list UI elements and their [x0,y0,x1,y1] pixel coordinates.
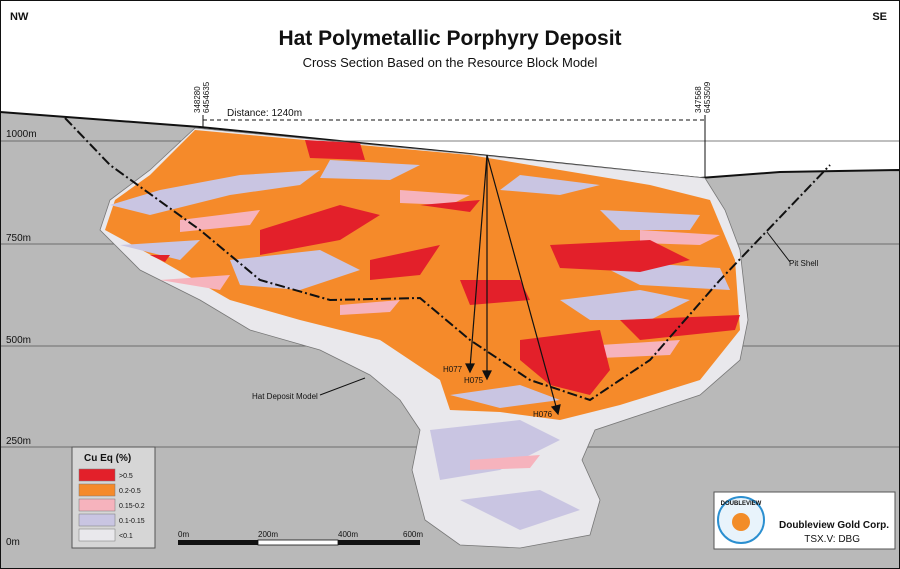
legend-swatch [78,498,116,512]
direction-left: NW [10,11,29,23]
direction-right: SE [872,11,887,23]
drill-hole [469,154,488,369]
legend-label: 0.2-0.5 [119,488,141,495]
legend-items: >0.5 0.2-0.5 0.15-0.2 0.1-0.15 <0.1 [78,468,145,542]
pit-shell-line [64,117,831,402]
scale-segment [257,539,339,546]
legend-label: 0.1-0.15 [119,518,145,525]
hole-label: H076 [533,410,553,419]
legend-label: <0.1 [119,533,133,540]
drill-hole [486,154,558,411]
legend-title: Cu Eq (%) [84,453,131,464]
hole-label: H075 [464,376,484,385]
elevation-label: 250m [6,436,31,447]
company-name: Doubleview Gold Corp. [779,520,889,531]
zone-lavender [110,160,730,530]
zone-red [150,140,740,395]
pit-shell-label: Pit Shell [789,259,819,268]
elevation-label: 0m [6,537,20,548]
legend: Cu Eq (%) >0.5 0.2-0.5 0.15-0.2 0.1-0.15 <0.… [71,446,156,549]
legend-swatch [78,468,116,482]
zone-pink [160,190,720,470]
scale-segment [338,540,420,545]
elevation-label: 500m [6,335,31,346]
scale-segment [178,540,258,545]
legend-label: 0.15-0.2 [119,503,145,510]
logo-sphere [732,513,750,531]
distance-label: Distance: 1240m [227,108,302,119]
elevation-label: 750m [6,233,31,244]
logo-mark: DOUBLEVIEW [721,501,762,507]
arrow-heads [465,363,561,416]
legend-swatch [78,513,116,527]
deposit-label: Hat Deposit Model [252,392,318,401]
collar-coord: 6453509 [703,81,712,113]
scale-label: 400m [338,530,358,539]
collar-coord: 347568 [694,86,703,113]
logo-box: DOUBLEVIEW Doubleview Gold Corp. TSX.V: … [713,491,896,550]
legend-label: >0.5 [119,473,133,480]
collar-coord: 348280 [193,86,202,113]
leader [319,377,366,396]
scale-bar: 0m 200m 400m 600m [178,530,423,546]
collar-coord: 6454635 [202,81,211,113]
leader [766,231,791,263]
ticker: TSX.V: DBG [804,534,860,545]
scale-label: 0m [178,530,189,539]
legend-swatch [78,483,116,497]
subtitle: Cross Section Based on the Resource Bloc… [303,55,598,70]
elevation-label: 1000m [6,129,37,140]
drill-holes [465,154,561,416]
scale-label: 600m [403,530,423,539]
legend-swatch [78,528,116,542]
title: Hat Polymetallic Porphyry Deposit [278,27,621,50]
scale-label: 200m [258,530,278,539]
hole-label: H077 [443,365,463,374]
deposit-model [99,127,749,549]
